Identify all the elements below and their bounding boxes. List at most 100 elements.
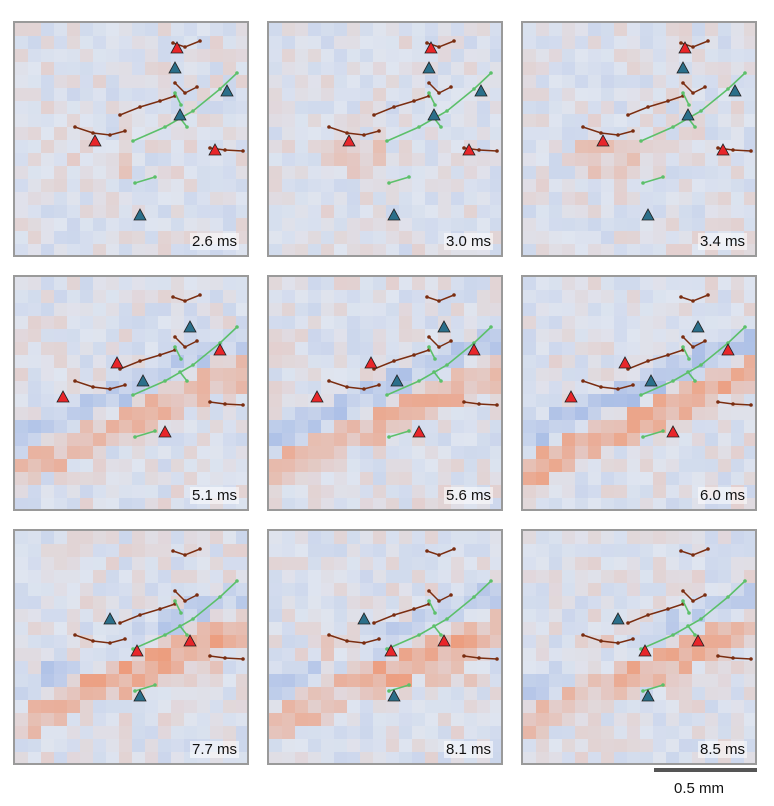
blue-triangle-marker: [641, 689, 655, 702]
heatmap-cell: [744, 127, 755, 140]
heatmap-cell: [627, 394, 640, 407]
heatmap-cell: [93, 726, 106, 739]
heatmap-cell: [347, 713, 360, 726]
heatmap-cell: [373, 674, 386, 687]
dendrite-trace-node: [731, 656, 735, 660]
heatmap-cell: [386, 75, 399, 88]
heatmap-cell: [308, 114, 321, 127]
heatmap-cell: [80, 316, 93, 329]
axon-trace-node: [445, 109, 449, 113]
heatmap-cell: [54, 192, 67, 205]
heatmap-cell: [666, 329, 679, 342]
heatmap-cell: [425, 609, 438, 622]
heatmap-cell: [67, 36, 80, 49]
axon-trace: [682, 600, 690, 614]
heatmap-cell: [412, 303, 425, 316]
heatmap-cell: [158, 446, 171, 459]
heatmap-cell: [464, 420, 477, 433]
dendrite-trace-node: [377, 383, 381, 387]
heatmap-cell: [132, 244, 145, 255]
heatmap-cell: [718, 472, 731, 485]
heatmap-cell: [67, 205, 80, 218]
heatmap-cell: [451, 205, 464, 218]
heatmap-cell: [334, 192, 347, 205]
heatmap-cell: [705, 583, 718, 596]
heatmap-cell: [67, 472, 80, 485]
heatmap-cell: [132, 49, 145, 62]
heatmap-cell: [692, 674, 705, 687]
heatmap-cell: [158, 661, 171, 674]
heatmap-cell: [614, 700, 627, 713]
heatmap-cell: [438, 674, 451, 687]
heatmap-cell: [54, 446, 67, 459]
heatmap-cell: [67, 544, 80, 557]
heatmap-cell: [132, 23, 145, 36]
heatmap-cell: [575, 290, 588, 303]
heatmap-cell: [269, 713, 282, 726]
dendrite-trace-node: [666, 99, 670, 103]
heatmap-cell: [562, 114, 575, 127]
axon-trace-node: [639, 393, 643, 397]
heatmap-cell: [308, 407, 321, 420]
heatmap-cell: [295, 596, 308, 609]
heatmap-cell: [210, 700, 223, 713]
heatmap-cell: [236, 342, 247, 355]
heatmap-cell: [490, 622, 501, 635]
heatmap-cell: [412, 459, 425, 472]
heatmap-cell: [588, 726, 601, 739]
heatmap-cell: [210, 49, 223, 62]
heatmap-cell: [451, 290, 464, 303]
heatmap-cell: [145, 433, 158, 446]
heatmap-cell: [386, 739, 399, 752]
heatmap-cell: [28, 407, 41, 420]
heatmap-cell: [360, 726, 373, 739]
axon-trace-node: [407, 429, 411, 433]
heatmap-cell: [321, 36, 334, 49]
heatmap-cell: [145, 687, 158, 700]
heatmap-cell: [223, 153, 236, 166]
heatmap-cell: [536, 75, 549, 88]
heatmap-cell: [145, 244, 158, 255]
heatmap-cell: [666, 75, 679, 88]
dendrite-trace-node: [691, 91, 695, 95]
heatmap-cell: [588, 687, 601, 700]
heatmap-cell: [171, 381, 184, 394]
axon-trace-node: [417, 633, 421, 637]
heatmap-cell: [321, 531, 334, 544]
heatmap-cell: [679, 446, 692, 459]
heatmap-cell: [132, 342, 145, 355]
heatmap-cell: [106, 472, 119, 485]
dendrite-trace-node: [171, 295, 175, 299]
heatmap-cell: [145, 557, 158, 570]
heatmap-cell: [614, 661, 627, 674]
heatmap-cell: [67, 596, 80, 609]
heatmap-cell: [334, 101, 347, 114]
heatmap-cell: [627, 739, 640, 752]
heatmap-cell: [549, 231, 562, 244]
heatmap-cell: [360, 218, 373, 231]
heatmap-cell: [705, 192, 718, 205]
heatmap-cell: [464, 674, 477, 687]
heatmap-cell: [282, 583, 295, 596]
heatmap-cell: [28, 368, 41, 381]
heatmap-cell: [360, 433, 373, 446]
heatmap-cell: [93, 218, 106, 231]
heatmap-cell: [627, 674, 640, 687]
heatmap-cell: [640, 407, 653, 420]
heatmap-cell: [666, 557, 679, 570]
heatmap-cell: [490, 687, 501, 700]
heatmap-cell: [236, 127, 247, 140]
heatmap-cell: [627, 648, 640, 661]
heatmap-cell: [269, 36, 282, 49]
heatmap-cell: [236, 316, 247, 329]
heatmap-cell: [412, 446, 425, 459]
heatmap-cell: [666, 446, 679, 459]
heatmap-cell: [347, 557, 360, 570]
heatmap-cell: [347, 687, 360, 700]
heatmap-cell: [119, 700, 132, 713]
heatmap-cell: [236, 498, 247, 509]
heatmap-cell: [627, 218, 640, 231]
heatmap-cell: [28, 557, 41, 570]
heatmap-cell: [236, 218, 247, 231]
heatmap-cell: [295, 329, 308, 342]
